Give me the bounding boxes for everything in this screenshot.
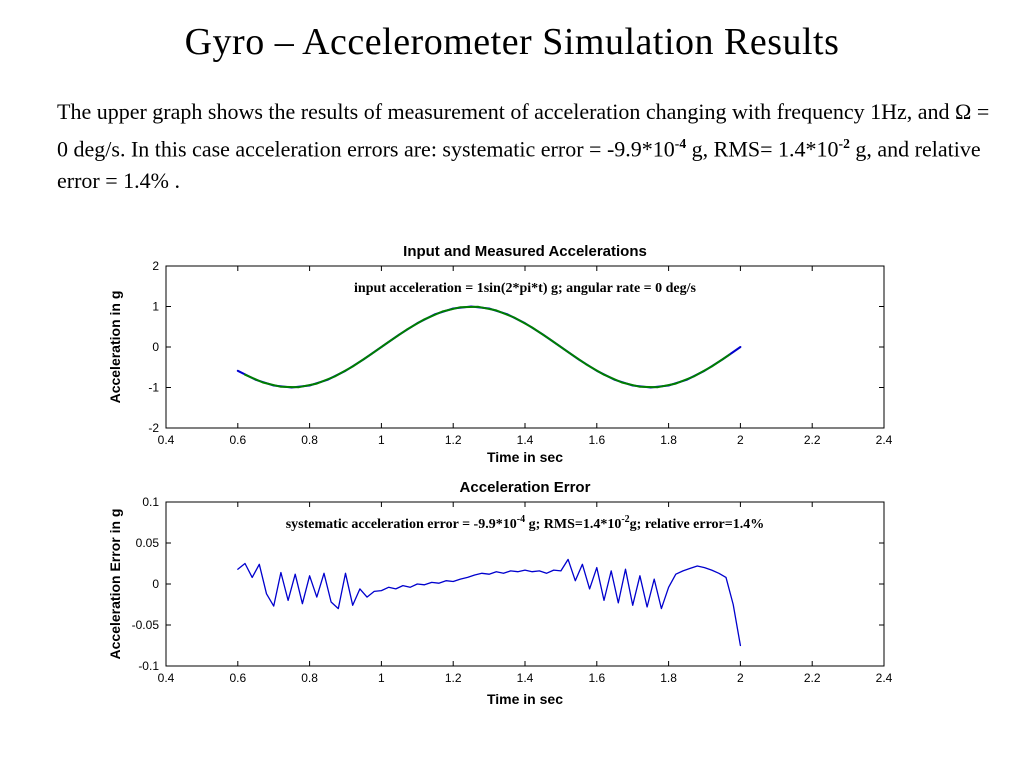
y-tick-label: 0.05 <box>136 536 160 550</box>
x-tick-label: 0.6 <box>229 671 246 685</box>
slide-title: Gyro – Accelerometer Simulation Results <box>184 21 840 63</box>
x-tick-label: 0.4 <box>158 433 175 447</box>
lower-chart: 0.4 0.6 0.8 1 1.2 1.4 1.6 1.8 2 2.2 2.4 -0.1 -0.05 0 0… <box>98 470 898 721</box>
x-tick-label: 0.8 <box>301 433 318 447</box>
intro-text-1: The upper graph shows the results of mea… <box>57 99 990 162</box>
intro-text-3: g, and relative error = 1.4% . <box>57 136 981 194</box>
x-tick-label: 1.2 <box>445 671 462 685</box>
x-tick-label: 1.4 <box>517 671 534 685</box>
x-tick-label: 2 <box>737 433 744 447</box>
chart-title: Acceleration Error <box>460 479 591 496</box>
y-axis-label: Acceleration in g <box>107 291 123 404</box>
upper-chart-svg: 0.4 0.6 0.8 1 1.2 1.4 1.6 1.8 2 2.2 2.4 -2 -1 0 1 2 Inpu… <box>107 243 893 465</box>
x-tick-label: 1.6 <box>588 671 605 685</box>
chart-annotation: systematic acceleration error = -9.9*10-… <box>286 514 765 532</box>
x-tick-label: 1.2 <box>445 433 462 447</box>
y-tick-label: 2 <box>152 259 159 273</box>
y-tick-label: 1 <box>152 300 159 314</box>
x-tick-label: 2.2 <box>804 671 821 685</box>
y-axis-label: Acceleration Error in g <box>107 509 123 660</box>
acceleration-error-line <box>237 558 742 647</box>
chart-annotation: input acceleration = 1sin(2*pi*t) g; ang… <box>354 281 697 296</box>
y-tick-label: 0 <box>152 340 159 354</box>
x-tick-label: 2.4 <box>876 433 893 447</box>
x-tick-label: 1 <box>378 671 385 685</box>
x-tick-label: 1.8 <box>660 671 677 685</box>
x-axis-label: Time in sec <box>487 691 563 707</box>
y-tick-label: 0.1 <box>142 495 159 509</box>
x-tick-label: 0.8 <box>301 671 318 685</box>
upper-chart: 0.4 0.6 0.8 1 1.2 1.4 1.6 1.8 2 2.2 2.4 -2 -1 0 1 2 Inpu… <box>98 236 898 479</box>
x-tick-label: 2.2 <box>804 433 821 447</box>
x-tick-label: 2.4 <box>876 671 893 685</box>
intro-text-2: g, RMS= 1.4*10 <box>686 136 839 162</box>
x-tick-label: 1.6 <box>588 433 605 447</box>
intro-exponent-2: -2 <box>838 136 850 151</box>
chart-title: Input and Measured Accelerations <box>403 243 647 260</box>
y-tick-label: -0.05 <box>132 618 160 632</box>
x-tick-label: 2 <box>737 671 744 685</box>
intro-exponent-1: -4 <box>674 136 687 151</box>
intro-paragraph: The upper graph shows the results of mea… <box>57 96 997 197</box>
plot-area <box>165 265 885 429</box>
x-tick-label: 1.4 <box>517 433 534 447</box>
x-tick-label: 1.8 <box>660 433 677 447</box>
x-axis-label: Time in sec <box>487 449 563 465</box>
y-tick-label: -0.1 <box>138 659 159 673</box>
y-tick-label: -2 <box>148 421 159 435</box>
x-tick-label: 0.6 <box>229 433 246 447</box>
lower-chart-svg: 0.4 0.6 0.8 1 1.2 1.4 1.6 1.8 2 2.2 2.4 -0.1 -0.05 0 0… <box>107 479 893 707</box>
measured-acceleration-line <box>244 305 731 389</box>
y-tick-label: -1 <box>148 381 159 395</box>
x-tick-label: 1 <box>378 433 385 447</box>
plot-area <box>165 501 885 667</box>
x-tick-label: 0.4 <box>158 671 175 685</box>
y-tick-label: 0 <box>152 577 159 591</box>
